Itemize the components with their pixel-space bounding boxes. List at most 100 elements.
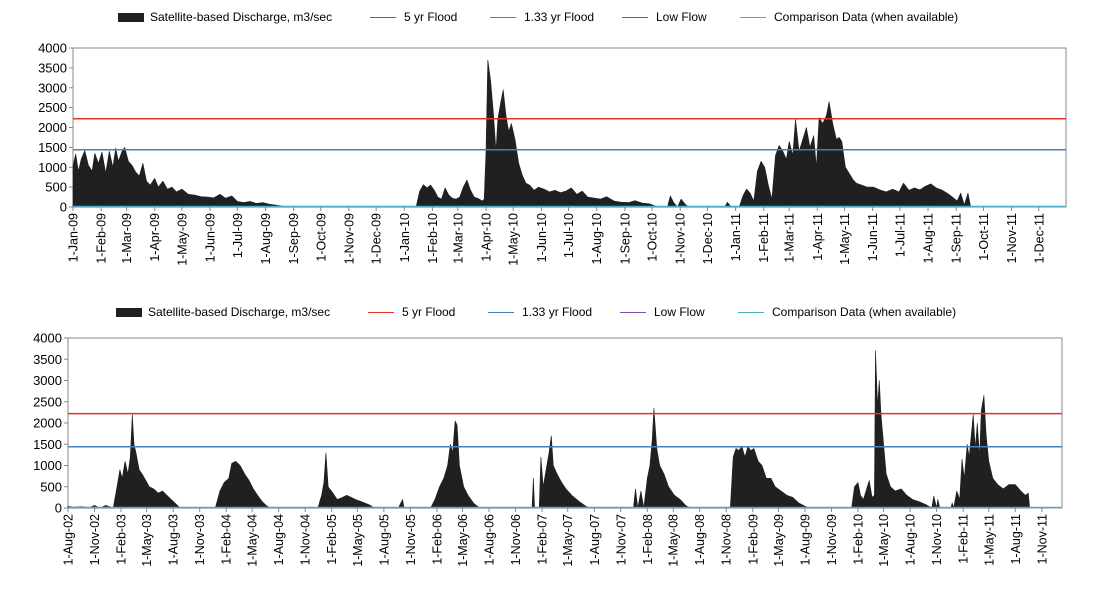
x-tick-label: 1-Feb-11 (757, 213, 771, 263)
legend-item-flood-133yr: 1.33 yr Flood (490, 10, 594, 24)
y-tick-label: 0 (55, 501, 62, 516)
x-tick-label: 1-Dec-09 (370, 213, 384, 264)
x-tick-label: 1-May-09 (772, 514, 786, 567)
x-tick-label: 1-Nov-09 (825, 514, 839, 565)
y-tick-label: 4000 (33, 331, 62, 346)
x-tick-label: 1-Sep-09 (287, 213, 301, 264)
legend-swatch-discharge (116, 307, 142, 317)
x-tick-label: 1-Aug-10 (904, 514, 918, 565)
x-tick-label: 1-May-08 (667, 514, 681, 567)
y-tick-label: 3500 (38, 60, 67, 75)
x-tick-label: 1-Feb-06 (430, 514, 444, 565)
x-tick-label: 1-Feb-07 (536, 514, 550, 565)
legend-label-low-flow: Low Flow (656, 10, 707, 24)
legend-swatch-low-flow (620, 311, 646, 313)
legend-swatch-low-flow (622, 16, 648, 18)
legend-label-low-flow: Low Flow (654, 305, 705, 319)
y-tick-label: 0 (60, 200, 67, 215)
x-tick-label: 1-May-10 (877, 514, 891, 567)
legend-item-low-flow: Low Flow (622, 10, 707, 24)
legend-item-discharge: Satellite-based Discharge, m3/sec (118, 10, 332, 24)
legend-label-discharge: Satellite-based Discharge, m3/sec (150, 10, 333, 24)
legend-label-discharge: Satellite-based Discharge, m3/sec (148, 305, 331, 319)
x-tick-label: 1-Feb-04 (220, 514, 234, 565)
x-tick-label: 1-Aug-04 (272, 514, 286, 565)
x-tick-label: 1-Feb-10 (851, 514, 865, 565)
x-tick-label: 1-Aug-11 (1009, 514, 1023, 565)
x-tick-label: 1-Jul-10 (562, 213, 576, 258)
x-tick-label: 1-May-06 (456, 514, 470, 567)
x-tick-label: 1-Feb-05 (325, 514, 339, 565)
x-tick-label: 1-Oct-09 (314, 213, 328, 262)
legend-item-comparison: Comparison Data (when available) (738, 305, 956, 319)
x-tick-label: 1-Jul-09 (231, 213, 245, 258)
discharge-chart-2002-2011: 0 500 1000 1500 2000 2500 3000 3500 4000 1-Aug-02… (33, 331, 1063, 567)
x-tick-label: 1-Mar-09 (120, 213, 134, 264)
x-tick-label: 1-Feb-11 (957, 514, 971, 564)
y-tick-label: 1500 (33, 437, 62, 452)
x-tick-label: 1-Mar-11 (783, 213, 797, 263)
discharge-chart-2009-2011: 0 500 1000 1500 2000 2500 3000 3500 4000 1-Jan-09… (38, 41, 1067, 266)
y-tick-label: 1000 (33, 458, 62, 473)
x-tick-label: 1-Jul-11 (893, 213, 907, 257)
x-tick-label: 1-Nov-02 (88, 514, 102, 565)
legend-swatch-comparison (738, 311, 764, 313)
x-tick-label: 1-Nov-11 (1035, 514, 1049, 565)
x-tick-label: 1-Aug-05 (377, 514, 391, 565)
x-tick-label: 1-Nov-11 (1005, 213, 1019, 264)
legend-bottom: Satellite-based Discharge, m3/sec 5 yr F… (0, 303, 1094, 323)
x-tick-label: 1-Mar-10 (451, 213, 465, 264)
y-tick-label: 2500 (38, 100, 67, 115)
legend-item-comparison: Comparison Data (when available) (740, 10, 958, 24)
x-tick-label: 1-Feb-09 (746, 514, 760, 565)
plot-frame (67, 337, 1063, 509)
legend-label-flood-5yr: 5 yr Flood (404, 10, 458, 24)
legend-item-flood-5yr: 5 yr Flood (368, 305, 455, 319)
x-tick-label: 1-Aug-10 (590, 213, 604, 264)
legend-label-comparison: Comparison Data (when available) (772, 305, 957, 319)
x-tick-label: 1-Aug-09 (798, 514, 812, 565)
x-tick-label: 1-Nov-04 (299, 514, 313, 565)
x-tick-label: 1-May-05 (351, 514, 365, 567)
y-tick-label: 500 (40, 479, 62, 494)
legend-top: Satellite-based Discharge, m3/sec 5 yr F… (0, 8, 1094, 28)
x-tick-label: 1-Nov-07 (614, 514, 628, 565)
x-tick-label: 1-Aug-08 (693, 514, 707, 565)
x-tick-label: 1-Feb-08 (641, 514, 655, 565)
y-tick-label: 3500 (33, 352, 62, 367)
x-tick-label: 1-May-07 (561, 514, 575, 567)
x-tick-label: 1-Jun-10 (535, 213, 549, 262)
plot-frame (72, 47, 1067, 208)
legend-swatch-flood-133yr (488, 311, 514, 313)
x-tick-label: 1-May-10 (507, 213, 521, 266)
x-tick-label: 1-Aug-06 (483, 514, 497, 565)
y-tick-label: 3000 (38, 80, 67, 95)
legend-swatch-comparison (740, 16, 766, 18)
x-tick-label: 1-Nov-05 (404, 514, 418, 565)
x-tick-label: 1-Nov-09 (342, 213, 356, 264)
legend-label-flood-133yr: 1.33 yr Flood (524, 10, 595, 24)
y-tick-label: 3000 (33, 373, 62, 388)
x-tick-label: 1-Nov-03 (193, 514, 207, 565)
legend-label-flood-5yr: 5 yr Flood (402, 305, 456, 319)
x-tick-label: 1-Dec-10 (701, 213, 715, 264)
x-tick-label: 1-Oct-10 (646, 213, 660, 262)
x-tick-label: 1-Feb-03 (115, 514, 129, 565)
x-tick-label: 1-Nov-06 (509, 514, 523, 565)
legend-swatch-flood-133yr (490, 16, 516, 18)
x-tick-label: 1-Oct-11 (977, 213, 991, 261)
discharge-area (67, 350, 1030, 509)
x-tick-label: 1-Nov-08 (720, 514, 734, 565)
legend-item-low-flow: Low Flow (620, 305, 705, 319)
y-tick-label: 2000 (33, 416, 62, 431)
x-tick-label: 1-May-03 (140, 514, 154, 567)
x-tick-label: 1-Aug-02 (62, 514, 76, 565)
legend-swatch-flood-5yr (370, 16, 396, 18)
y-tick-label: 1000 (38, 160, 67, 175)
discharge-area (72, 59, 971, 208)
x-tick-label: 1-Sep-11 (950, 213, 964, 264)
x-tick-label: 1-May-11 (838, 213, 852, 265)
x-tick-label: 1-Dec-11 (1032, 213, 1046, 264)
x-tick-label: 1-Jun-09 (204, 213, 218, 262)
x-tick-label: 1-May-04 (246, 514, 260, 567)
